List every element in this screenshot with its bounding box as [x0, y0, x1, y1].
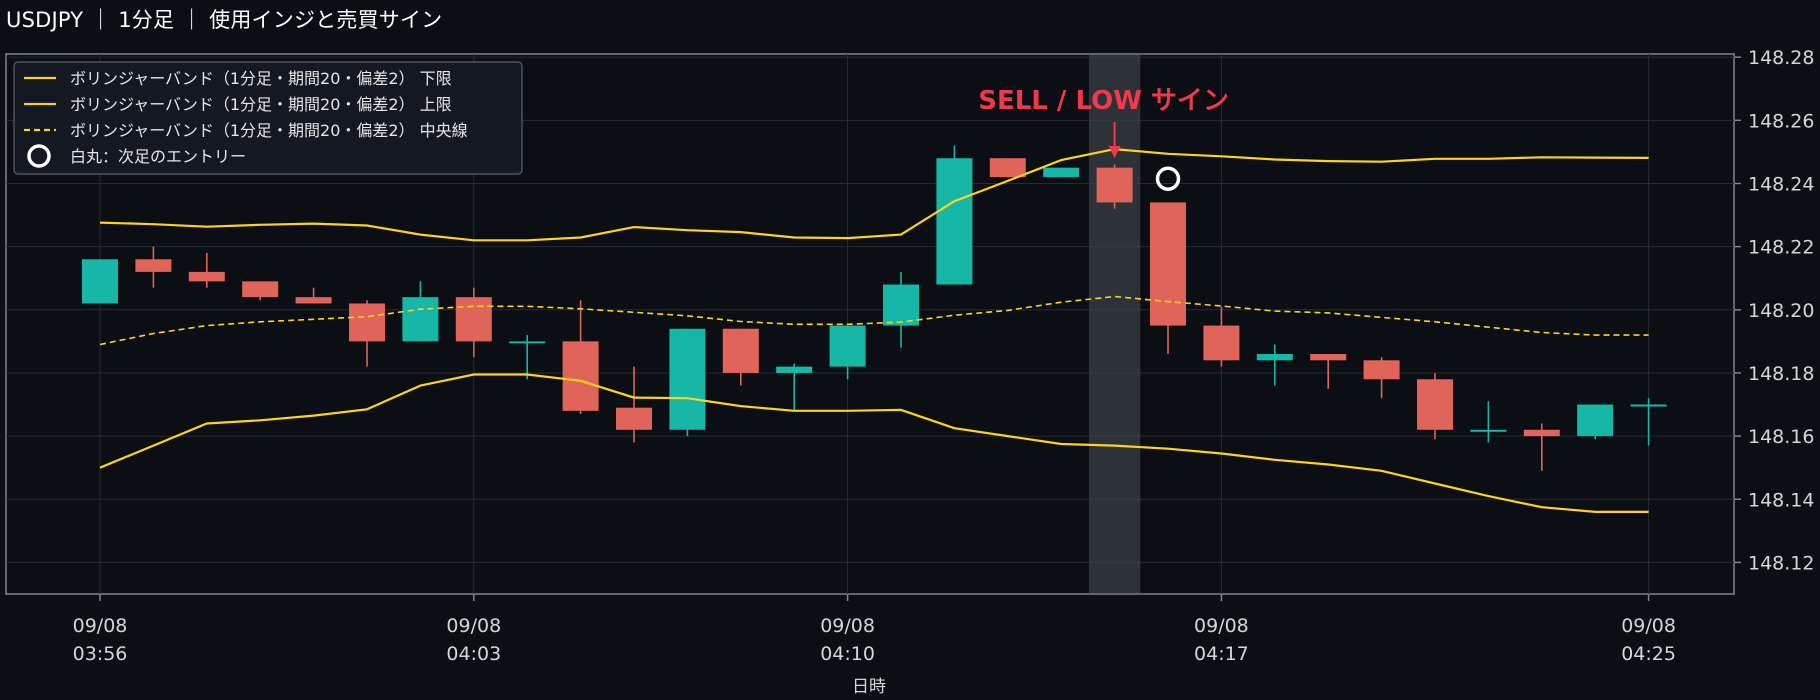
y-tick-label: 148.24: [1748, 173, 1814, 195]
y-tick-label: 148.22: [1748, 237, 1814, 259]
bollinger-bands: [99, 147, 1649, 513]
candle-body-up: [1630, 404, 1667, 407]
candle-body-down: [1417, 379, 1453, 430]
x-tick-time: 04:10: [820, 643, 875, 665]
candle-body-down: [562, 341, 599, 411]
candle-body-down: [242, 281, 279, 298]
candle-body-down: [1523, 429, 1560, 437]
page-title: USDJPY ｜ 1分足 ｜ 使用インジと売買サイン: [6, 8, 443, 32]
candle-body-down: [188, 271, 225, 282]
y-tick-label: 148.18: [1748, 363, 1814, 385]
candle-body-up: [829, 325, 866, 367]
bollinger-band-line: [99, 373, 1649, 513]
candle-body-up: [1256, 354, 1293, 361]
x-tick-time: 04:17: [1194, 643, 1249, 665]
legend: ボリンジャーバンド（1分足・期間20・偏差2） 下限ボリンジャーバンド（1分足・…: [13, 61, 523, 175]
signal-label: SELL / LOW サイン: [978, 86, 1229, 116]
y-tick-label: 148.12: [1748, 552, 1814, 574]
x-tick-time: 04:03: [446, 643, 501, 665]
signal-arrow-head: [1108, 146, 1121, 158]
candle-body-down: [135, 259, 172, 272]
candle-body-up: [82, 259, 118, 304]
candle-body-up: [1577, 404, 1614, 437]
y-tick-label: 148.20: [1748, 300, 1814, 322]
y-axis: 148.12 148.14 148.16 148.18 148.20 148.22 148.…: [1734, 47, 1814, 574]
candle-body-down: [722, 328, 759, 373]
legend-entry-label: 白丸：次足のエントリー: [70, 147, 246, 166]
candle-body-up: [509, 341, 546, 344]
x-tick-time: 04:25: [1621, 643, 1676, 665]
legend-box: [13, 61, 523, 175]
legend-entry-label: ボリンジャーバンド（1分足・期間20・偏差2） 下限: [70, 69, 452, 88]
candle-body-down: [295, 297, 332, 304]
candle-body-down: [1096, 167, 1133, 203]
x-axis-label: 日時: [852, 677, 886, 697]
bollinger-band-line: [99, 147, 1649, 242]
candle-body-down: [1150, 202, 1186, 326]
x-tick-date: 09/08: [1621, 615, 1676, 637]
bollinger-middle-line: [99, 295, 1649, 346]
x-axis: 09/08 03:56 09/08 04:03 09/08 04:10 09/08 04:17…: [73, 594, 1676, 665]
candle-body-up: [669, 328, 706, 430]
legend-entry-label: ボリンジャーバンド（1分足・期間20・偏差2） 中央線: [70, 121, 468, 140]
y-tick-label: 148.16: [1748, 426, 1814, 448]
candle-body-down: [1363, 360, 1400, 380]
candle-body-down: [1310, 354, 1347, 361]
markers: SELL / LOW サイン: [978, 86, 1229, 191]
y-tick-label: 148.14: [1748, 489, 1814, 511]
x-tick-date: 09/08: [820, 615, 875, 637]
x-tick-date: 09/08: [73, 615, 128, 637]
entry-marker-circle: [1155, 166, 1181, 191]
y-tick-label: 148.26: [1748, 110, 1814, 132]
candle-body-down: [455, 297, 492, 342]
y-tick-label: 148.28: [1748, 47, 1814, 69]
candle-body-up: [1470, 429, 1507, 432]
candle-body-up: [883, 284, 919, 326]
x-tick-date: 09/08: [1194, 615, 1249, 637]
candle-body-down: [349, 303, 385, 342]
x-tick-time: 03:56: [73, 643, 128, 665]
x-tick-date: 09/08: [446, 615, 501, 637]
candle-body-up: [936, 158, 973, 285]
candles: [82, 145, 1667, 471]
legend-marker-circle: [27, 144, 51, 168]
candle-body-down: [616, 407, 652, 430]
candle-body-up: [402, 297, 439, 342]
candle-body-down: [989, 158, 1026, 178]
candle-body-up: [776, 366, 813, 373]
candle-body-down: [1203, 325, 1240, 361]
legend-entry-label: ボリンジャーバンド（1分足・期間20・偏差2） 上限: [70, 95, 452, 114]
candle-body-up: [1043, 167, 1080, 178]
